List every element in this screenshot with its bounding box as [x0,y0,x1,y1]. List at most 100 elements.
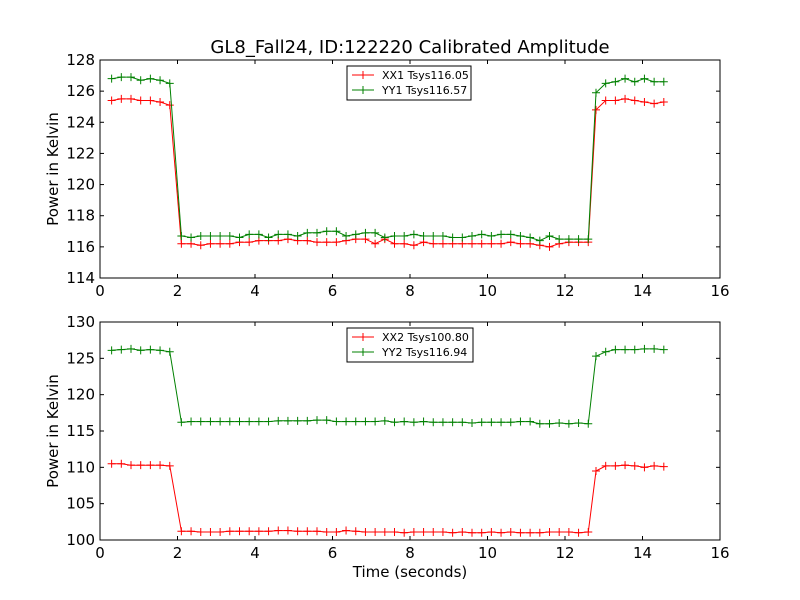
data-point [516,417,525,426]
x-tick-label: 2 [173,544,183,562]
data-point [127,94,135,103]
x-tick-label: 14 [633,282,652,300]
y-tick-label: 130 [66,313,95,331]
plot-1: 0 2 4 6 8 10 12 14 16 114 116 118 120 122 124 126 128 Pow… [44,51,730,300]
y-tick-label: 118 [66,207,95,225]
data-point [177,231,186,240]
data-point [650,99,659,108]
data-point [409,528,418,537]
legend-marker [359,348,367,356]
x-tick-label: 12 [555,282,574,300]
data-point [342,526,351,535]
data-point [264,527,273,536]
data-point [630,345,639,354]
data-point [216,239,225,248]
data-point [107,96,116,105]
legend-marker [359,71,367,79]
data-point [487,231,496,240]
data-point [650,344,659,353]
data-point [545,242,554,251]
legend: XX2 Tsys100.80 YY2 Tsys116.94 [346,327,474,363]
data-point [245,417,254,426]
data-point [390,528,399,537]
legend-label: YY1 Tsys116.57 [381,84,467,97]
data-point [117,459,126,468]
data-point [146,345,155,354]
data-point [136,346,145,355]
legend-label: XX2 Tsys100.80 [382,331,469,344]
data-point [361,417,370,426]
data-point [468,231,476,240]
data-point [283,526,292,535]
data-point [165,347,174,356]
data-point [630,77,639,86]
data-point [235,527,244,536]
data-point [303,228,312,237]
data-point [601,347,610,356]
data-point [477,528,486,537]
data-point [342,231,351,240]
data-point [592,352,600,361]
data-point [177,527,186,536]
data-point [400,239,409,248]
data-point [611,77,620,86]
data-point [245,238,254,247]
data-point [216,528,225,537]
data-point [555,419,564,428]
y-tick-label: 124 [66,113,95,131]
data-point [117,73,126,82]
data-point [448,418,457,427]
x-tick-label: 6 [328,544,338,562]
data-point [409,418,418,427]
data-point [332,238,341,247]
data-point [313,527,321,536]
data-point [659,98,668,107]
data-point [187,527,196,536]
data-point [380,528,389,537]
data-point [506,230,515,239]
data-point [535,528,544,537]
data-point [526,417,535,426]
data-point [611,96,620,105]
x-tick-label: 16 [710,282,729,300]
data-point [264,233,273,242]
y-tick-label: 114 [66,269,95,287]
data-point [371,228,380,237]
data-point [196,528,205,537]
data-point [322,227,331,236]
y-axis-label: Power in Kelvin [44,374,62,488]
data-point [545,419,554,428]
data-point [136,461,145,470]
data-point [601,79,610,88]
x-tick-label: 6 [328,282,338,300]
data-point [429,418,438,427]
data-point [419,231,428,240]
series-line [111,98,664,248]
data-point [640,74,649,83]
data-point [477,418,486,427]
data-point [535,419,544,428]
x-tick-label: 10 [478,282,497,300]
data-point [487,418,496,427]
data-point [216,417,225,426]
data-point [611,345,620,354]
data-point [574,528,583,537]
figure-title: GL8_Fall24, ID:122220 Calibrated Amplitu… [210,37,609,58]
data-point [601,461,610,470]
data-point [216,231,225,240]
data-point [429,231,438,240]
data-point [245,527,254,536]
data-point [264,417,273,426]
data-point [506,528,515,537]
data-point [487,239,496,248]
data-point [458,418,467,427]
data-point [303,416,312,425]
data-point [351,230,360,239]
data-point [107,74,116,83]
data-point [526,233,535,242]
data-point [438,239,447,248]
data-point [564,235,573,244]
data-point [487,528,496,537]
data-point [156,76,165,85]
data-point [429,239,438,248]
